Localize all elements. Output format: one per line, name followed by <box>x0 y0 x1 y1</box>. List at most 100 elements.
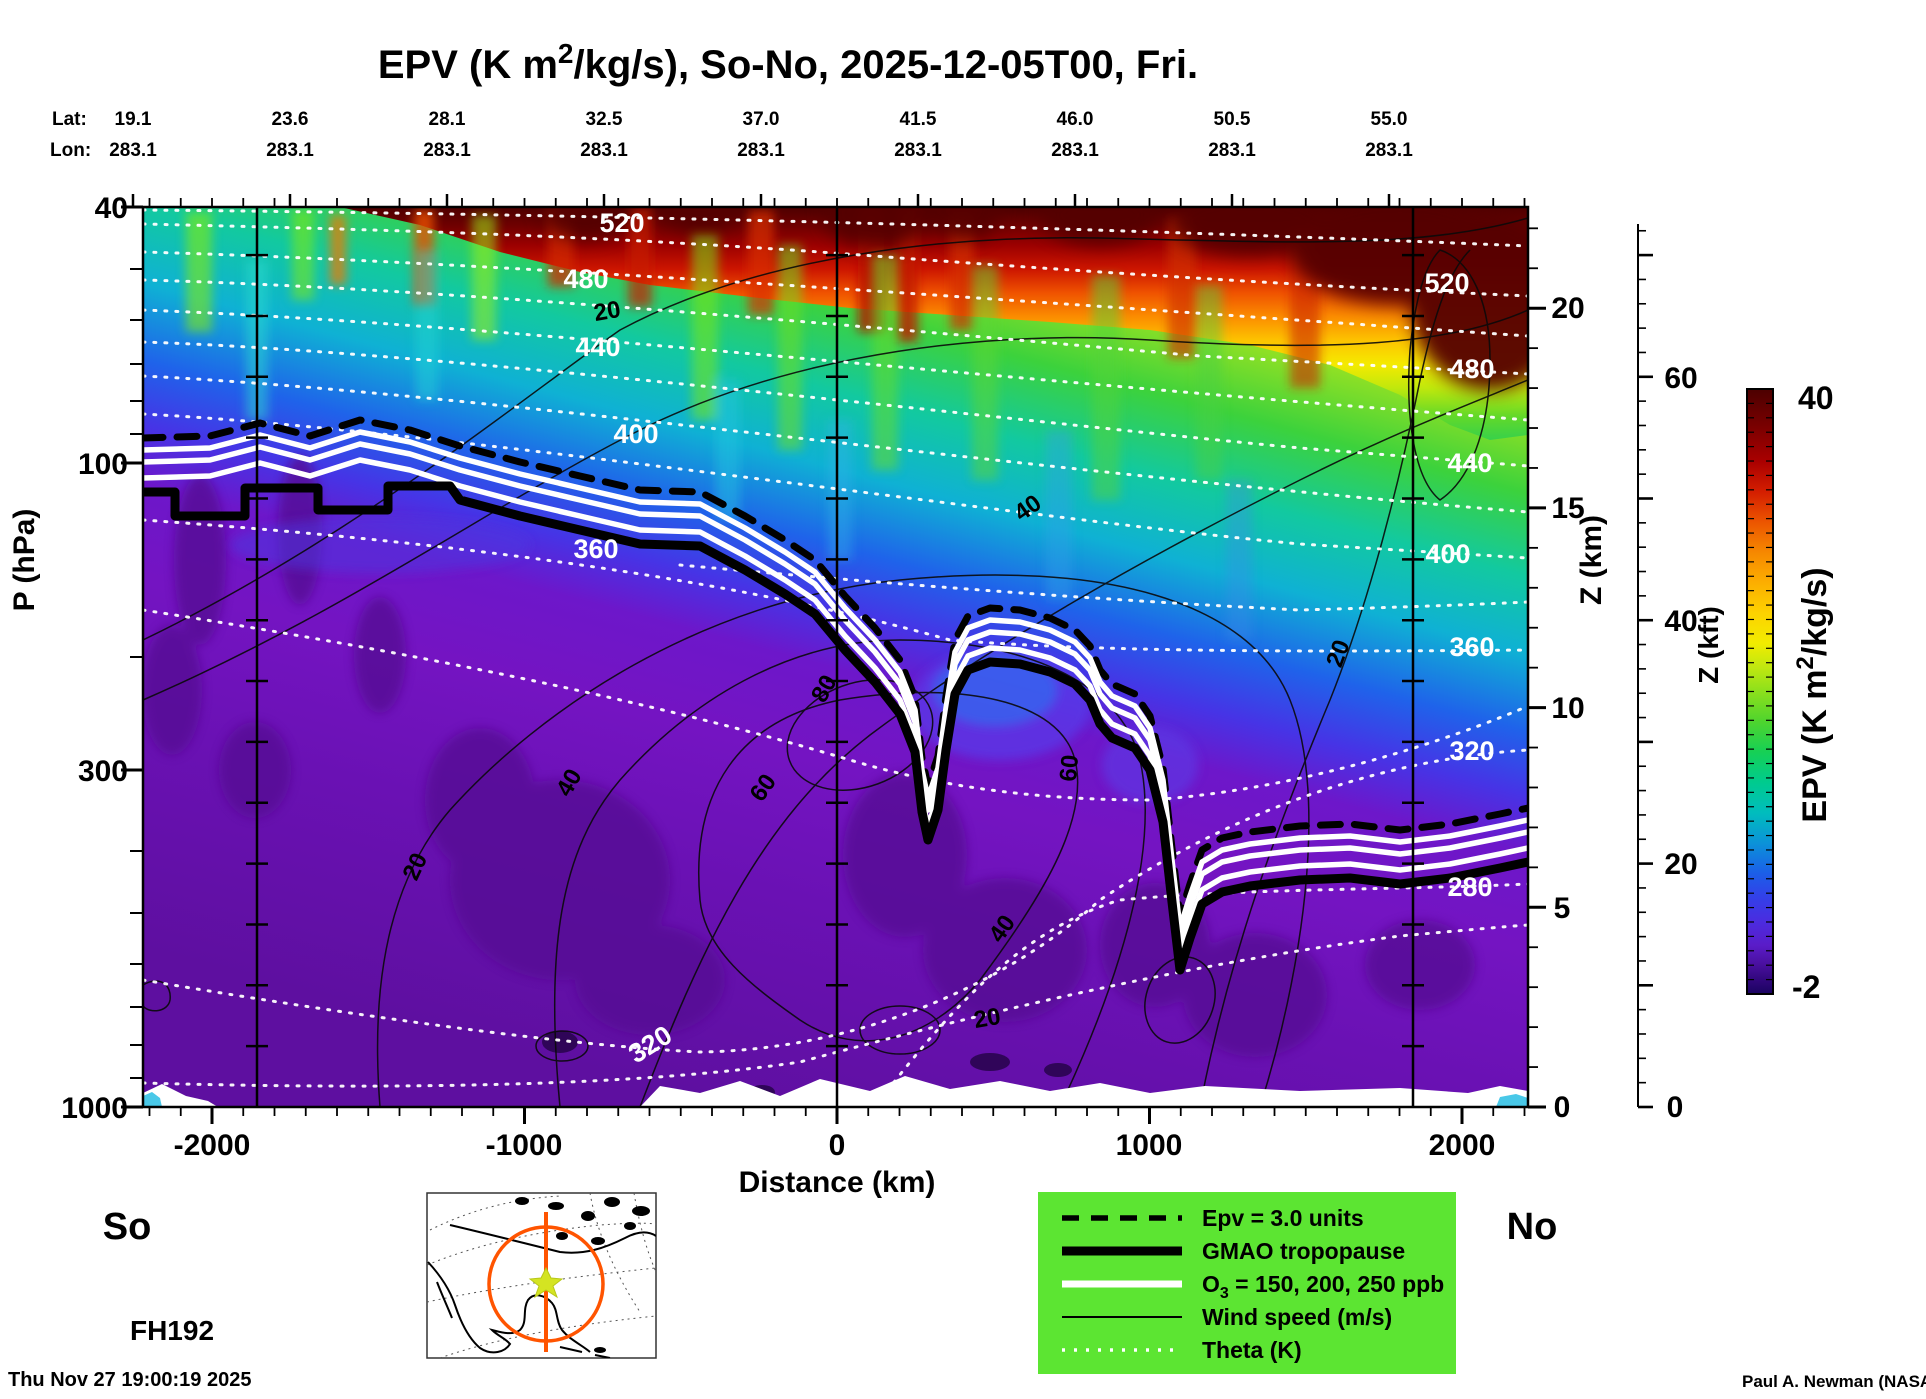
zkft-tick-label: 60 <box>1664 362 1697 395</box>
zkm-tick-label: 15 <box>1551 492 1584 525</box>
distance-tick-label: 2000 <box>1429 1129 1496 1162</box>
distance-tick-label: 1000 <box>1116 1129 1183 1162</box>
zkft-axis-labels: 60 40 20 0 <box>1664 362 1697 1124</box>
lon-values: 283.1 283.1 283.1 283.1 283.1 283.1 283.… <box>109 140 1413 161</box>
lat-value: 37.0 <box>743 109 780 130</box>
lat-value: 32.5 <box>586 109 623 130</box>
pressure-tick-label: 300 <box>78 755 128 788</box>
theta-label: 480 <box>563 264 608 294</box>
distance-axis-title: Distance (km) <box>739 1166 936 1199</box>
map-location-star <box>528 1266 564 1299</box>
attribution: Paul A. Newman (NASA <box>1742 1372 1926 1391</box>
zkm-axis-title: Z (km) <box>1575 515 1608 605</box>
lat-value: 23.6 <box>272 109 309 130</box>
zkft-tick-label: 40 <box>1664 605 1697 638</box>
wind-label: 60 <box>1055 754 1084 783</box>
colorbar: 40 -2 EPV (K m2/kg/s) <box>1746 380 1834 1005</box>
theta-label: 320 <box>1449 736 1494 766</box>
timestamp: Thu Nov 27 19:00:19 2025 <box>8 1369 251 1391</box>
distance-axis-labels: -2000 -1000 0 1000 2000 <box>174 1129 1496 1162</box>
distance-tick-label: -2000 <box>174 1129 251 1162</box>
page-title: EPV (K m2/kg/s), So-No, 2025-12-05T00, F… <box>378 38 1198 87</box>
lon-value: 283.1 <box>580 140 628 161</box>
epv-filled-contour-field <box>143 207 1528 1107</box>
lat-value: 46.0 <box>1057 109 1094 130</box>
track-coordinate-rows: Lat: Lon: 19.1 23.6 28.1 32.5 37.0 41.5 … <box>50 109 1413 161</box>
legend: Epv = 3.0 units GMAO tropopause O3 = 150… <box>1038 1192 1456 1374</box>
map-frame <box>426 1192 657 1359</box>
theta-label: 360 <box>573 534 618 564</box>
zkm-tick-label: 20 <box>1551 292 1584 325</box>
lon-value: 283.1 <box>1051 140 1099 161</box>
zkm-tick-label: 0 <box>1554 1091 1571 1124</box>
lat-value: 41.5 <box>900 109 937 130</box>
legend-label-theta: Theta (K) <box>1202 1337 1302 1363</box>
pressure-tick-label: 100 <box>78 448 128 481</box>
theta-contours <box>143 208 1528 1102</box>
zkft-tick-label: 0 <box>1667 1091 1684 1124</box>
dark-red-top-band <box>540 207 1528 390</box>
colorbar-title: EPV (K m2/kg/s) <box>1792 567 1834 822</box>
lat-value: 28.1 <box>429 109 466 130</box>
map-land-blobs <box>515 1197 650 1353</box>
zkm-axis-labels: 20 15 10 5 0 <box>1551 292 1584 1124</box>
lon-value: 283.1 <box>737 140 785 161</box>
lat-value: 55.0 <box>1371 109 1408 130</box>
lat-values: 19.1 23.6 28.1 32.5 37.0 41.5 46.0 50.5 … <box>115 109 1408 130</box>
map-coastlines <box>427 1224 656 1358</box>
lon-row-label: Lon: <box>50 140 91 161</box>
tropopause-line-bundle <box>143 416 1528 975</box>
wind-label: 20 <box>592 296 623 327</box>
colorbar-ticks <box>1747 388 1773 995</box>
lon-value: 283.1 <box>1365 140 1413 161</box>
pressure-axis-labels: 40 100 300 1000 <box>61 192 128 1125</box>
distance-tick-label: 0 <box>829 1129 846 1162</box>
forecast-hour-label: FH192 <box>130 1315 214 1346</box>
wind-label: 20 <box>972 1003 1003 1034</box>
zkm-tick-label: 5 <box>1554 892 1571 925</box>
zkm-tick-label: 10 <box>1551 692 1584 725</box>
legend-label-wind: Wind speed (m/s) <box>1202 1304 1392 1330</box>
lon-value: 283.1 <box>423 140 471 161</box>
pressure-tick-label: 1000 <box>61 1092 128 1125</box>
theta-labels-left: 520 480 440 400 360 320 <box>563 208 677 1069</box>
legend-labels: Epv = 3.0 units GMAO tropopause O3 = 150… <box>1202 1205 1444 1363</box>
lat-value: 19.1 <box>115 109 152 130</box>
legend-label-tropopause: GMAO tropopause <box>1202 1238 1405 1264</box>
lat-value: 50.5 <box>1214 109 1251 130</box>
legend-label-ozone: O3 = 150, 200, 250 ppb <box>1202 1271 1444 1302</box>
pressure-axis-title: P (hPa) <box>8 509 41 612</box>
theta-label: 440 <box>1447 448 1492 478</box>
axis-ticks <box>121 194 1653 1124</box>
lon-value: 283.1 <box>1208 140 1256 161</box>
waypoint-marker-lines <box>246 207 1424 1107</box>
theta-label: 400 <box>613 419 658 449</box>
theta-label: 400 <box>1425 539 1470 569</box>
lat-row-label: Lat: <box>52 109 87 130</box>
lon-value: 283.1 <box>894 140 942 161</box>
surface-cutout <box>143 1076 1528 1107</box>
lon-value: 283.1 <box>266 140 314 161</box>
colorbar-max-label: 40 <box>1798 380 1834 416</box>
theta-label: 520 <box>1424 268 1469 298</box>
theta-labels-right: 520 480 440 400 360 320 280 <box>1424 268 1494 902</box>
north-endpoint-label: No <box>1507 1206 1558 1248</box>
legend-label-epv: Epv = 3.0 units <box>1202 1205 1364 1231</box>
theta-label: 480 <box>1449 354 1494 384</box>
theta-label: 440 <box>575 332 620 362</box>
map-range-circle <box>487 1225 605 1343</box>
darkest-blobs <box>542 1031 1072 1099</box>
lon-value: 283.1 <box>109 140 157 161</box>
theta-label: 520 <box>599 208 644 238</box>
theta-label: 360 <box>1449 632 1494 662</box>
south-endpoint-label: So <box>103 1206 152 1248</box>
contour-label-layer: 520 480 440 400 360 320 520 480 440 400 … <box>397 208 1494 1069</box>
pressure-tick-label: 40 <box>95 192 128 225</box>
colorbar-min-label: -2 <box>1792 969 1820 1005</box>
zkft-axis-title: Z (kft) <box>1693 606 1724 684</box>
theta-label: 280 <box>1447 872 1492 902</box>
map-inset <box>426 1192 657 1359</box>
zkft-tick-label: 20 <box>1664 848 1697 881</box>
distance-tick-label: -1000 <box>486 1129 563 1162</box>
